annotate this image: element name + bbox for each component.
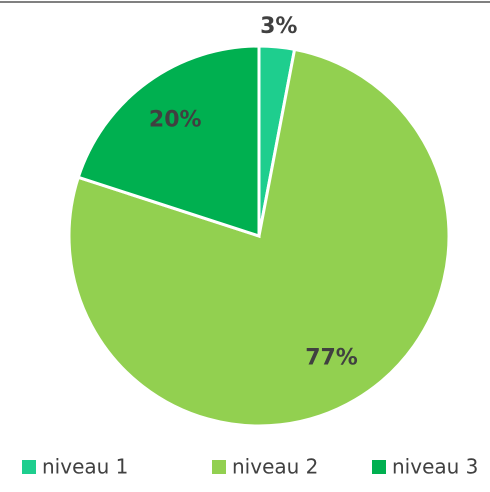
pie: 3% 77% 20%: [67, 14, 451, 428]
pie-slice: [76, 44, 261, 239]
legend-swatch: [212, 460, 226, 474]
legend-swatch: [372, 460, 386, 474]
legend-label: niveau 3: [392, 455, 478, 479]
legend-swatch: [22, 460, 36, 474]
legend-label: niveau 2: [232, 455, 318, 479]
pie-slice: [67, 47, 451, 428]
data-label: 77%: [305, 346, 358, 371]
data-label: 20%: [149, 108, 202, 133]
data-label: 3%: [260, 14, 297, 39]
legend-label: niveau 1: [42, 455, 128, 479]
legend: niveau 1 niveau 2 niveau 3: [22, 455, 478, 479]
